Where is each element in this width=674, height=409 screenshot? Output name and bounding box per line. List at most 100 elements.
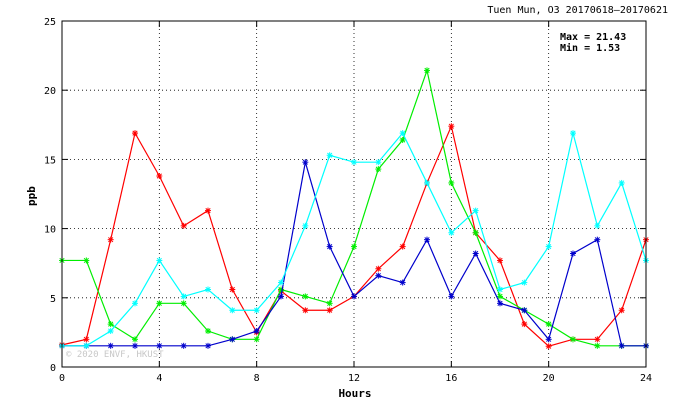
data-point xyxy=(618,307,625,314)
data-point xyxy=(253,328,260,335)
data-point xyxy=(521,279,528,286)
data-point xyxy=(83,257,90,264)
data-point xyxy=(302,293,309,300)
x-tick-label: 16 xyxy=(445,373,457,384)
data-point xyxy=(107,328,114,335)
data-point xyxy=(545,343,552,350)
y-tick-label: 25 xyxy=(44,17,56,28)
data-point xyxy=(545,336,552,343)
data-point xyxy=(205,328,211,335)
data-point xyxy=(326,152,333,159)
x-tick-label: 12 xyxy=(348,373,360,384)
data-point xyxy=(180,293,187,300)
data-point xyxy=(545,243,552,250)
x-tick-label: 20 xyxy=(543,373,555,384)
data-point xyxy=(180,222,187,229)
data-point xyxy=(497,293,503,300)
data-point xyxy=(229,286,236,293)
data-point xyxy=(594,236,601,243)
data-point xyxy=(107,342,114,349)
data-point xyxy=(521,307,528,314)
data-point xyxy=(375,272,382,279)
data-point xyxy=(351,243,357,250)
data-point xyxy=(83,336,90,343)
data-point xyxy=(205,286,211,293)
y-tick-label: 0 xyxy=(50,363,56,374)
min-stat: Min = 1.53 xyxy=(560,42,620,54)
data-point xyxy=(302,159,309,166)
data-point xyxy=(326,307,333,314)
data-point xyxy=(570,130,576,137)
data-point xyxy=(399,137,406,144)
series-4 xyxy=(59,130,649,349)
data-point xyxy=(570,336,576,343)
data-point xyxy=(205,342,211,349)
data-point xyxy=(326,300,333,307)
data-point xyxy=(156,300,163,307)
x-axis-label: Hours xyxy=(338,387,371,400)
data-point xyxy=(399,130,406,137)
x-tick-label: 4 xyxy=(156,373,162,384)
series-3 xyxy=(59,159,649,349)
y-tick-label: 10 xyxy=(44,225,56,236)
x-tick-label: 8 xyxy=(254,373,260,384)
data-point xyxy=(448,179,455,186)
x-tick-label: 24 xyxy=(640,373,652,384)
data-point xyxy=(375,159,382,166)
data-point xyxy=(399,243,406,250)
y-tick-label: 20 xyxy=(44,86,56,97)
data-point xyxy=(107,321,114,328)
chart-title: Tuen Mun, O3 20170618—20170621 xyxy=(487,5,668,16)
data-point xyxy=(399,279,406,286)
data-point xyxy=(618,342,625,349)
data-point xyxy=(278,293,284,300)
data-point xyxy=(132,130,138,137)
data-point xyxy=(302,222,309,229)
data-point xyxy=(205,207,211,214)
data-point xyxy=(180,342,187,349)
data-point xyxy=(545,321,552,328)
data-point xyxy=(448,229,455,236)
data-point xyxy=(497,300,503,307)
data-point xyxy=(302,307,309,314)
data-point xyxy=(351,159,357,166)
data-point xyxy=(375,166,382,173)
data-point xyxy=(375,265,382,272)
data-point xyxy=(156,257,163,264)
data-point xyxy=(448,123,455,130)
data-point xyxy=(497,286,503,293)
data-point xyxy=(497,257,503,264)
data-point xyxy=(278,279,284,286)
data-point xyxy=(253,336,260,343)
data-point xyxy=(180,300,187,307)
data-point xyxy=(424,236,430,243)
data-point xyxy=(472,229,479,236)
x-tick-label: 0 xyxy=(59,373,65,384)
data-point xyxy=(472,250,479,257)
y-axis-label: ppb xyxy=(25,186,38,206)
data-point xyxy=(618,179,625,186)
data-point xyxy=(594,336,601,343)
data-point xyxy=(229,307,236,314)
data-point xyxy=(83,342,90,349)
data-point xyxy=(448,293,455,300)
max-stat: Max = 21.43 xyxy=(560,32,626,43)
data-point xyxy=(351,293,357,300)
data-point xyxy=(132,300,138,307)
data-point xyxy=(253,307,260,314)
data-point xyxy=(472,207,479,214)
y-tick-label: 15 xyxy=(44,155,56,166)
axis-ticks: 0 4 8 12 16 20 24 0 5 10 15 20 25 xyxy=(44,17,652,384)
watermark: © 2020 ENVF, HKUST xyxy=(66,350,164,360)
data-point xyxy=(156,173,163,180)
data-point xyxy=(424,179,430,186)
series-lines xyxy=(59,67,649,350)
data-point xyxy=(424,67,430,74)
data-point xyxy=(326,243,333,250)
y-tick-label: 5 xyxy=(50,294,56,305)
data-point xyxy=(156,342,163,349)
data-point xyxy=(229,336,236,343)
data-point xyxy=(521,321,528,328)
grid-lines xyxy=(62,21,646,367)
